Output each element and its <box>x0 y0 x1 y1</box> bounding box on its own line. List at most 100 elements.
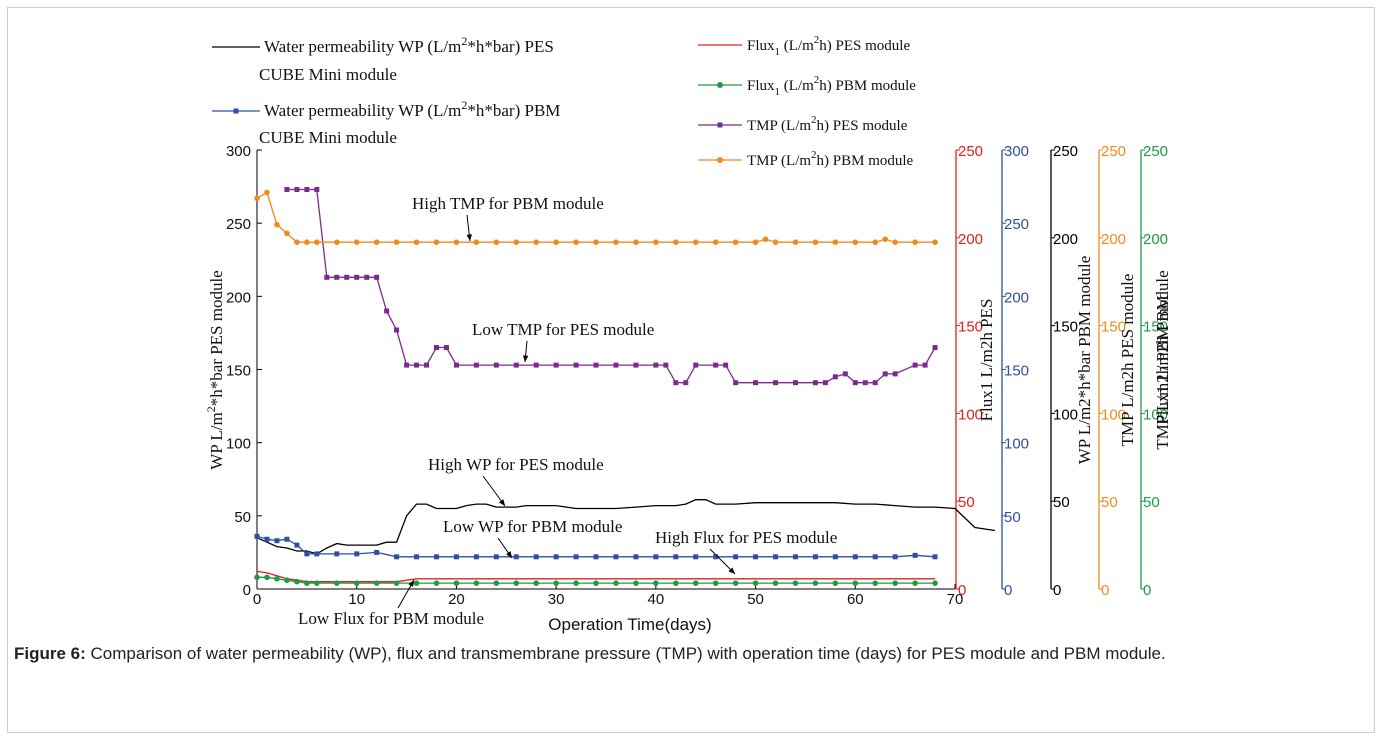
data-point <box>792 380 798 386</box>
x-tick-label: 0 <box>253 591 261 608</box>
data-point <box>513 239 520 245</box>
right-tick-label: 0 <box>1143 582 1151 599</box>
data-point <box>473 362 479 368</box>
legend-sup: 2 <box>811 114 817 126</box>
data-point <box>673 380 679 386</box>
data-point <box>533 239 539 245</box>
right-tick-label: 150 <box>1053 319 1078 336</box>
data-point <box>264 536 270 542</box>
right-axis-title: TMP L/m2h PBM module <box>1153 270 1172 449</box>
data-point <box>373 239 380 245</box>
data-point <box>553 239 559 245</box>
legend-marker <box>233 108 239 114</box>
right-tick-label: 250 <box>958 143 983 160</box>
data-point <box>912 580 918 586</box>
series-line <box>257 576 936 584</box>
legend-marker <box>717 82 723 88</box>
x-tick-label: 70 <box>947 591 964 608</box>
annotation-label: High WP for PES module <box>428 455 604 474</box>
right-tick-label: 200 <box>1004 289 1029 306</box>
data-point <box>443 345 449 351</box>
data-point <box>393 580 400 586</box>
data-point <box>613 239 619 245</box>
data-point <box>912 362 918 368</box>
right-tick-label: 250 <box>1053 143 1078 160</box>
x-tick-label: 50 <box>747 591 764 608</box>
data-point <box>653 362 659 368</box>
legend-sup: 2 <box>814 74 820 86</box>
legend-part: Flux <box>747 38 775 54</box>
data-point <box>473 580 480 586</box>
data-point <box>284 187 290 193</box>
x-tick-label: 20 <box>448 591 465 608</box>
right-tick-label: 200 <box>958 231 983 248</box>
data-point <box>274 221 280 228</box>
right-tick-label: 100 <box>1053 406 1078 423</box>
data-point <box>723 362 729 368</box>
data-point <box>792 554 798 560</box>
data-point <box>573 239 579 245</box>
data-point <box>872 580 879 586</box>
legend-sub: 1 <box>775 86 781 98</box>
data-point <box>424 362 430 368</box>
data-point <box>713 362 719 368</box>
data-point <box>812 380 818 386</box>
data-point <box>533 580 539 586</box>
data-point <box>852 380 858 386</box>
data-point <box>433 580 440 586</box>
right-axis-title-text: TMP L/m2h PBM module <box>1153 270 1172 449</box>
series-line <box>256 499 995 555</box>
legend-sup: 2 <box>461 34 467 48</box>
left-axis-title: WP L/m2*h*bar PES module <box>204 270 226 469</box>
right-tick-label: 100 <box>1004 436 1029 453</box>
data-point <box>732 239 739 245</box>
data-point <box>593 362 599 368</box>
legend-part: h) PES module <box>817 118 908 134</box>
data-point <box>304 239 310 245</box>
legend-part: h) PBM module <box>819 78 916 94</box>
data-point <box>553 554 559 560</box>
data-point <box>284 230 290 237</box>
legend-label: TMP (L/m2h) PBM module <box>747 149 914 169</box>
data-point <box>733 554 739 560</box>
data-point <box>673 239 679 245</box>
legend-part: h) PBM module <box>817 153 914 169</box>
right-tick-label: 50 <box>1004 509 1021 526</box>
legend-sup: 2 <box>811 149 817 161</box>
data-point <box>264 189 270 196</box>
data-point <box>254 574 260 581</box>
data-point <box>832 374 838 380</box>
annotation-label: High TMP for PBM module <box>412 194 604 213</box>
data-point <box>353 580 360 586</box>
data-point <box>433 345 439 351</box>
data-point <box>553 362 559 368</box>
data-point <box>304 580 310 586</box>
data-point <box>294 542 300 548</box>
data-point <box>692 239 699 245</box>
x-tick-label: 10 <box>348 591 365 608</box>
legend-part: Flux <box>747 78 775 94</box>
data-point <box>773 554 779 560</box>
legend-part: (L/m <box>780 78 814 94</box>
right-tick-label: 200 <box>1143 231 1168 248</box>
data-point <box>513 554 519 560</box>
legend-label: TMP (L/m2h) PES module <box>747 114 908 134</box>
right-tick-label: 50 <box>1101 494 1118 511</box>
annotation-label: High Flux for PES module <box>655 528 837 547</box>
data-point <box>892 554 898 560</box>
right-axis-title: WP L/m2*h*bar PBM module <box>1075 256 1094 465</box>
data-point <box>374 549 380 555</box>
data-point <box>633 554 639 560</box>
x-tick-label: 30 <box>548 591 565 608</box>
right-tick-label: 50 <box>1053 494 1070 511</box>
data-point <box>912 552 918 558</box>
y-tick-label: 150 <box>226 363 251 380</box>
data-point <box>613 554 619 560</box>
data-point <box>493 362 499 368</box>
data-point <box>613 362 619 368</box>
data-point <box>414 554 420 560</box>
y-tick-label: 0 <box>243 582 251 599</box>
annotation-arrowhead <box>522 355 529 362</box>
data-point <box>673 580 679 586</box>
data-point <box>922 362 928 368</box>
